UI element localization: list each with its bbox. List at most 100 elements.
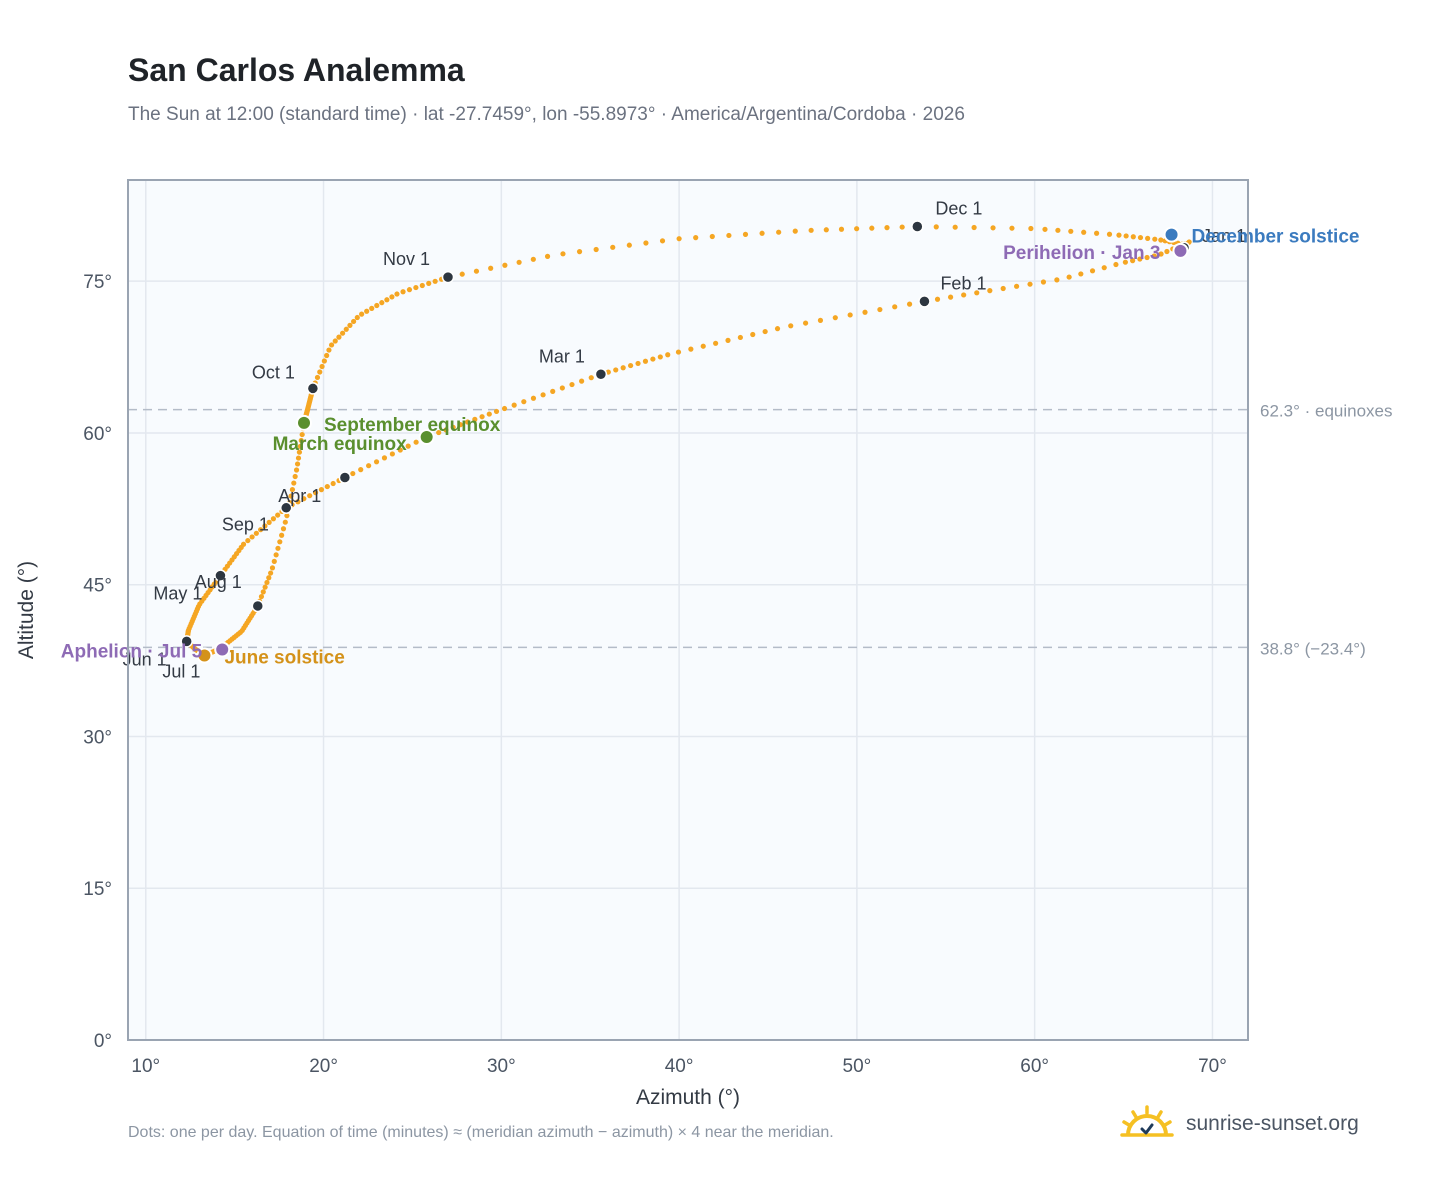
daily-sun-dot — [1122, 259, 1128, 265]
daily-sun-dot — [1042, 226, 1048, 232]
daily-sun-dot — [473, 268, 480, 274]
daily-sun-dot — [426, 280, 432, 286]
month-marker — [911, 220, 924, 233]
month-label: Aug 1 — [195, 572, 242, 592]
daily-sun-dot — [472, 416, 478, 422]
daily-sun-dot — [802, 320, 809, 326]
daily-sun-dot — [397, 447, 403, 453]
daily-sun-dot — [877, 306, 883, 313]
daily-sun-dot — [465, 419, 471, 425]
daily-sun-dot — [1028, 225, 1034, 232]
daily-sun-dot — [436, 429, 442, 436]
daily-sun-dot — [665, 352, 671, 358]
daily-sun-dot — [389, 294, 395, 300]
daily-sun-dot — [817, 317, 824, 323]
daily-sun-dot — [1164, 248, 1170, 255]
daily-sun-dot — [635, 360, 641, 367]
daily-sun-dot — [550, 388, 556, 394]
footnote: Dots: one per day. Equation of time (min… — [128, 1124, 834, 1141]
daily-sun-dot — [1000, 285, 1006, 292]
daily-sun-dot — [1094, 230, 1100, 236]
daily-sun-dot — [277, 539, 283, 545]
daily-sun-dot — [419, 282, 425, 289]
daily-sun-dot — [502, 262, 508, 268]
month-marker — [279, 501, 293, 515]
daily-sun-dot — [1009, 225, 1015, 231]
daily-sun-dot — [284, 513, 290, 519]
daily-sun-dot — [291, 480, 297, 486]
event-marker — [1172, 242, 1189, 259]
event-label: Perihelion · Jan 3 — [1003, 243, 1160, 264]
month-label: Sep 1 — [222, 514, 269, 534]
daily-sun-dot — [450, 424, 456, 430]
daily-sun-dot — [288, 493, 294, 499]
daily-sun-dot — [282, 519, 288, 525]
event-label: September equinox — [324, 415, 501, 436]
daily-sun-dot — [271, 558, 277, 564]
daily-sun-dot — [1106, 231, 1113, 237]
month-marker — [918, 295, 931, 308]
daily-sun-dot — [324, 352, 330, 359]
daily-sun-dot — [273, 552, 279, 558]
daily-sun-dot — [379, 300, 385, 306]
daily-sun-dot — [576, 249, 583, 255]
daily-sun-dot — [1152, 236, 1158, 242]
daily-sun-dot — [1151, 253, 1157, 259]
sun-logo-icon — [1120, 1105, 1174, 1137]
daily-sun-dot — [374, 302, 380, 309]
daily-sun-dot — [987, 288, 993, 294]
daily-sun-dot — [657, 354, 663, 360]
daily-sun-dot — [1137, 234, 1144, 241]
daily-sun-dot — [339, 330, 346, 336]
daily-sun-dot — [332, 338, 338, 344]
daily-sun-dot — [432, 278, 438, 284]
daily-sun-dot — [659, 238, 666, 244]
daily-sun-dot — [443, 427, 449, 433]
daily-sun-dot — [990, 225, 996, 231]
daily-sun-dot — [459, 271, 465, 277]
daily-sun-dot — [974, 290, 980, 296]
daily-sun-dot — [347, 322, 353, 328]
daily-sun-dot — [1137, 256, 1143, 262]
daily-sun-dot — [326, 347, 332, 353]
month-marker — [338, 471, 352, 484]
x-tick-label: 40° — [665, 1056, 694, 1077]
daily-sun-dot — [1055, 227, 1061, 233]
daily-sun-dot — [299, 431, 305, 438]
daily-sun-dot — [298, 437, 304, 444]
event-marker — [296, 414, 312, 431]
daily-sun-dot — [530, 256, 536, 262]
daily-sun-dot — [413, 284, 419, 291]
daily-sun-dot — [279, 532, 285, 538]
month-label: Oct 1 — [252, 362, 295, 382]
daily-sun-dot — [1066, 274, 1072, 280]
brand-logo[interactable]: sunrise-sunset.org — [1120, 1100, 1359, 1148]
daily-sun-dot — [381, 455, 388, 461]
daily-sun-dot — [726, 232, 732, 239]
daily-sun-dot — [457, 422, 463, 428]
daily-sun-dot — [1123, 233, 1129, 239]
daily-sun-dot — [275, 512, 281, 518]
daily-sun-dot — [369, 305, 375, 311]
daily-sun-dot — [1078, 271, 1084, 277]
daily-sun-dot — [737, 334, 743, 341]
daily-sun-dot — [394, 291, 400, 297]
daily-sun-dot — [626, 242, 632, 248]
daily-sun-dot — [292, 473, 298, 480]
daily-sun-dot — [400, 289, 406, 295]
daily-sun-dot — [1145, 235, 1151, 241]
daily-sun-dot — [405, 443, 411, 449]
chart-subtitle: The Sun at 12:00 (standard time) · lat -… — [128, 104, 965, 125]
daily-sun-dot — [892, 304, 898, 310]
plot-area — [128, 180, 1248, 1040]
daily-sun-dot — [354, 314, 360, 321]
month-label: Mar 1 — [539, 346, 585, 366]
x-tick-label: 30° — [487, 1056, 516, 1077]
daily-sun-dot — [373, 459, 380, 465]
y-tick-label: 0° — [94, 1031, 112, 1052]
month-label: Jul 1 — [162, 662, 200, 682]
daily-sun-dot — [933, 224, 939, 230]
daily-sun-dot — [260, 589, 266, 595]
daily-sun-dot — [336, 334, 342, 340]
month-marker — [441, 270, 455, 284]
